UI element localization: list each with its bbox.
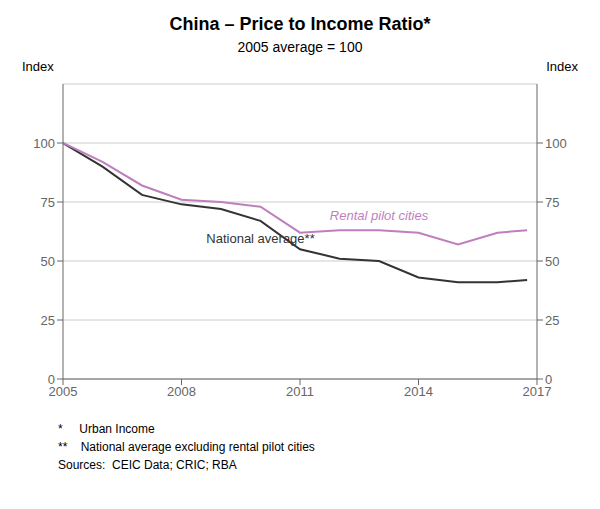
svg-text:75: 75 (545, 195, 559, 210)
svg-text:2008: 2008 (167, 384, 196, 399)
svg-text:25: 25 (545, 313, 559, 328)
svg-text:25: 25 (41, 313, 55, 328)
svg-text:Rental pilot cities: Rental pilot cities (330, 208, 429, 223)
html-text:Index: Index (546, 59, 578, 74)
svg-text:100: 100 (33, 136, 55, 151)
html-text:** National average excluding: ** National average excluding rental pil… (58, 440, 315, 454)
svg-text:National average**: National average** (206, 231, 314, 246)
svg-text:0: 0 (545, 372, 552, 387)
svg-text:2014: 2014 (404, 384, 433, 399)
svg-text:2011: 2011 (286, 384, 314, 399)
svg-text:2005: 2005 (48, 384, 78, 400)
html-text:* Urban Income: * Urban Income (58, 422, 155, 436)
svg-text:2017: 2017 (522, 384, 552, 400)
svg-text:0: 0 (48, 372, 55, 387)
html-text:China – Price to Income Ratio*: China – Price to Income Ratio* (169, 14, 431, 34)
html-text:2005 average = 100: 2005 average = 100 (237, 39, 363, 55)
svg-text:50: 50 (41, 254, 55, 269)
svg-text:50: 50 (545, 254, 559, 269)
html-text:Index: Index (22, 59, 54, 74)
svg-text:100: 100 (545, 136, 567, 151)
svg-text:75: 75 (41, 195, 55, 210)
html-text:Sources: CEIC Data; CRIC; RBA: Sources: CEIC Data; CRIC; RBA (58, 458, 237, 472)
